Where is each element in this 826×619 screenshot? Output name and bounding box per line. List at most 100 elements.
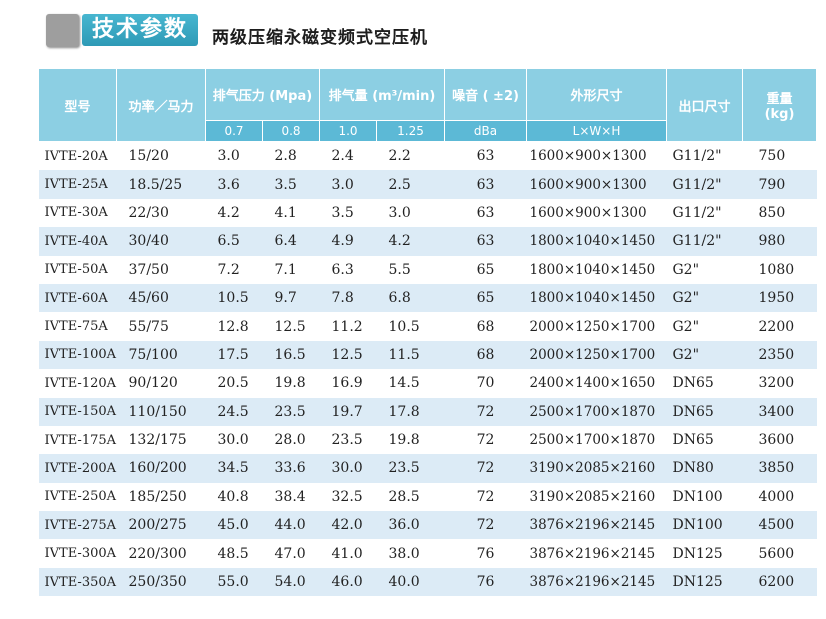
cell-outlet: DN80 [666, 454, 743, 483]
cell-q4: 4.2 [376, 227, 445, 256]
table-row: IVTE-120A 90/120 20.5 19.8 16.9 14.5 70 2400×14… [38, 369, 817, 398]
cell-q2: 3.5 [262, 170, 320, 199]
cell-power: 22/30 [116, 198, 206, 228]
title-marker [46, 13, 79, 47]
cell-noise: 72 [444, 511, 527, 540]
cell-q2: 7.1 [262, 255, 320, 284]
cell-q2: 28.0 [262, 425, 320, 455]
cell-outlet: G11/2" [666, 141, 743, 171]
cell-weight: 3600 [742, 425, 817, 455]
cell-q2: 47.0 [262, 539, 320, 568]
cell-q3: 4.9 [319, 227, 377, 256]
cell-q2: 33.6 [262, 454, 320, 483]
cell-q4: 23.5 [376, 454, 445, 483]
cell-weight: 3850 [742, 454, 817, 483]
table-row: IVTE-50A 37/50 7.2 7.1 6.3 5.5 65 1800×1040×145… [38, 255, 817, 284]
table-row: IVTE-100A 75/100 17.5 16.5 12.5 11.5 68 2000×12… [38, 340, 817, 370]
table-row: IVTE-350A 250/350 55.0 54.0 46.0 40.0 76 3876×2… [38, 567, 817, 597]
cell-weight: 980 [742, 227, 817, 256]
cell-q3: 3.5 [319, 198, 377, 228]
col-pressure: 排气压力 (Mpa) [205, 68, 320, 121]
table-row: IVTE-30A 22/30 4.2 4.1 3.5 3.0 63 1600×900×1300… [38, 198, 817, 228]
cell-power: 132/175 [116, 425, 206, 455]
cell-power: 37/50 [116, 255, 206, 284]
cell-power: 55/75 [116, 312, 206, 341]
cell-dim: 2000×1250×1700 [526, 312, 667, 341]
cell-power: 90/120 [116, 369, 206, 398]
cell-model: IVTE-50A [38, 255, 117, 284]
cell-dim: 2400×1400×1650 [526, 369, 667, 398]
cell-q3: 46.0 [319, 567, 377, 597]
table-row: IVTE-40A 30/40 6.5 6.4 4.9 4.2 63 1800×1040×145… [38, 227, 817, 256]
sub-p3: 1.0 [319, 120, 377, 142]
cell-noise: 72 [444, 454, 527, 483]
cell-dim: 3876×2196×2145 [526, 511, 667, 540]
cell-q4: 3.0 [376, 198, 445, 228]
section-badge: 技术参数 [82, 14, 199, 46]
cell-model: IVTE-175A [38, 425, 117, 455]
cell-q2: 23.5 [262, 397, 320, 426]
cell-noise: 72 [444, 397, 527, 426]
cell-q4: 28.5 [376, 482, 445, 512]
cell-power: 15/20 [116, 141, 206, 171]
cell-power: 18.5/25 [116, 170, 206, 199]
cell-q1: 34.5 [205, 454, 263, 483]
sub-p2: 0.8 [262, 120, 320, 142]
cell-model: IVTE-150A [38, 397, 117, 426]
table-row: IVTE-275A 200/275 45.0 44.0 42.0 36.0 72 3876×2… [38, 511, 817, 540]
cell-outlet: G2" [666, 255, 743, 284]
cell-model: IVTE-25A [38, 170, 117, 199]
cell-outlet: DN100 [666, 482, 743, 512]
cell-model: IVTE-250A [38, 482, 117, 512]
col-outlet: 出口尺寸 [666, 68, 743, 142]
cell-power: 30/40 [116, 227, 206, 256]
cell-dim: 3876×2196×2145 [526, 539, 667, 568]
cell-outlet: DN65 [666, 397, 743, 426]
cell-noise: 68 [444, 312, 527, 341]
cell-weight: 6200 [742, 567, 817, 597]
cell-model: IVTE-60A [38, 283, 117, 313]
cell-q3: 11.2 [319, 312, 377, 341]
col-weight: 重量 (kg) [742, 68, 817, 142]
cell-q3: 2.4 [319, 141, 377, 171]
cell-outlet: DN125 [666, 539, 743, 568]
table-row: IVTE-150A 110/150 24.5 23.5 19.7 17.8 72 2500×1… [38, 397, 817, 426]
cell-noise: 76 [444, 539, 527, 568]
cell-weight: 850 [742, 198, 817, 228]
cell-dim: 3876×2196×2145 [526, 567, 667, 597]
cell-noise: 72 [444, 482, 527, 512]
cell-weight: 4000 [742, 482, 817, 512]
cell-q4: 2.5 [376, 170, 445, 199]
cell-q1: 7.2 [205, 255, 263, 284]
cell-noise: 76 [444, 567, 527, 597]
cell-model: IVTE-30A [38, 198, 117, 228]
cell-dim: 1800×1040×1450 [526, 227, 667, 256]
cell-dim: 1600×900×1300 [526, 170, 667, 199]
cell-weight: 1950 [742, 283, 817, 313]
cell-power: 45/60 [116, 283, 206, 313]
cell-q4: 10.5 [376, 312, 445, 341]
cell-power: 250/350 [116, 567, 206, 597]
cell-model: IVTE-40A [38, 227, 117, 256]
title-bar: 技术参数 两级压缩永磁变频式空压机 [46, 12, 428, 48]
cell-noise: 63 [444, 170, 527, 199]
cell-q3: 12.5 [319, 340, 377, 370]
cell-outlet: DN125 [666, 567, 743, 597]
table-row: IVTE-300A 220/300 48.5 47.0 41.0 38.0 76 3876×2… [38, 539, 817, 568]
cell-model: IVTE-75A [38, 312, 117, 341]
cell-weight: 2200 [742, 312, 817, 341]
cell-noise: 63 [444, 198, 527, 228]
cell-outlet: G2" [666, 312, 743, 341]
cell-outlet: DN65 [666, 369, 743, 398]
table-row: IVTE-75A 55/75 12.8 12.5 11.2 10.5 68 2000×1250… [38, 312, 817, 341]
cell-dim: 2500×1700×1870 [526, 397, 667, 426]
cell-q3: 6.3 [319, 255, 377, 284]
cell-q3: 23.5 [319, 425, 377, 455]
cell-noise: 68 [444, 340, 527, 370]
cell-model: IVTE-100A [38, 340, 117, 370]
cell-q1: 10.5 [205, 283, 263, 313]
cell-outlet: G2" [666, 340, 743, 370]
cell-dim: 1600×900×1300 [526, 141, 667, 171]
cell-q4: 14.5 [376, 369, 445, 398]
cell-weight: 5600 [742, 539, 817, 568]
